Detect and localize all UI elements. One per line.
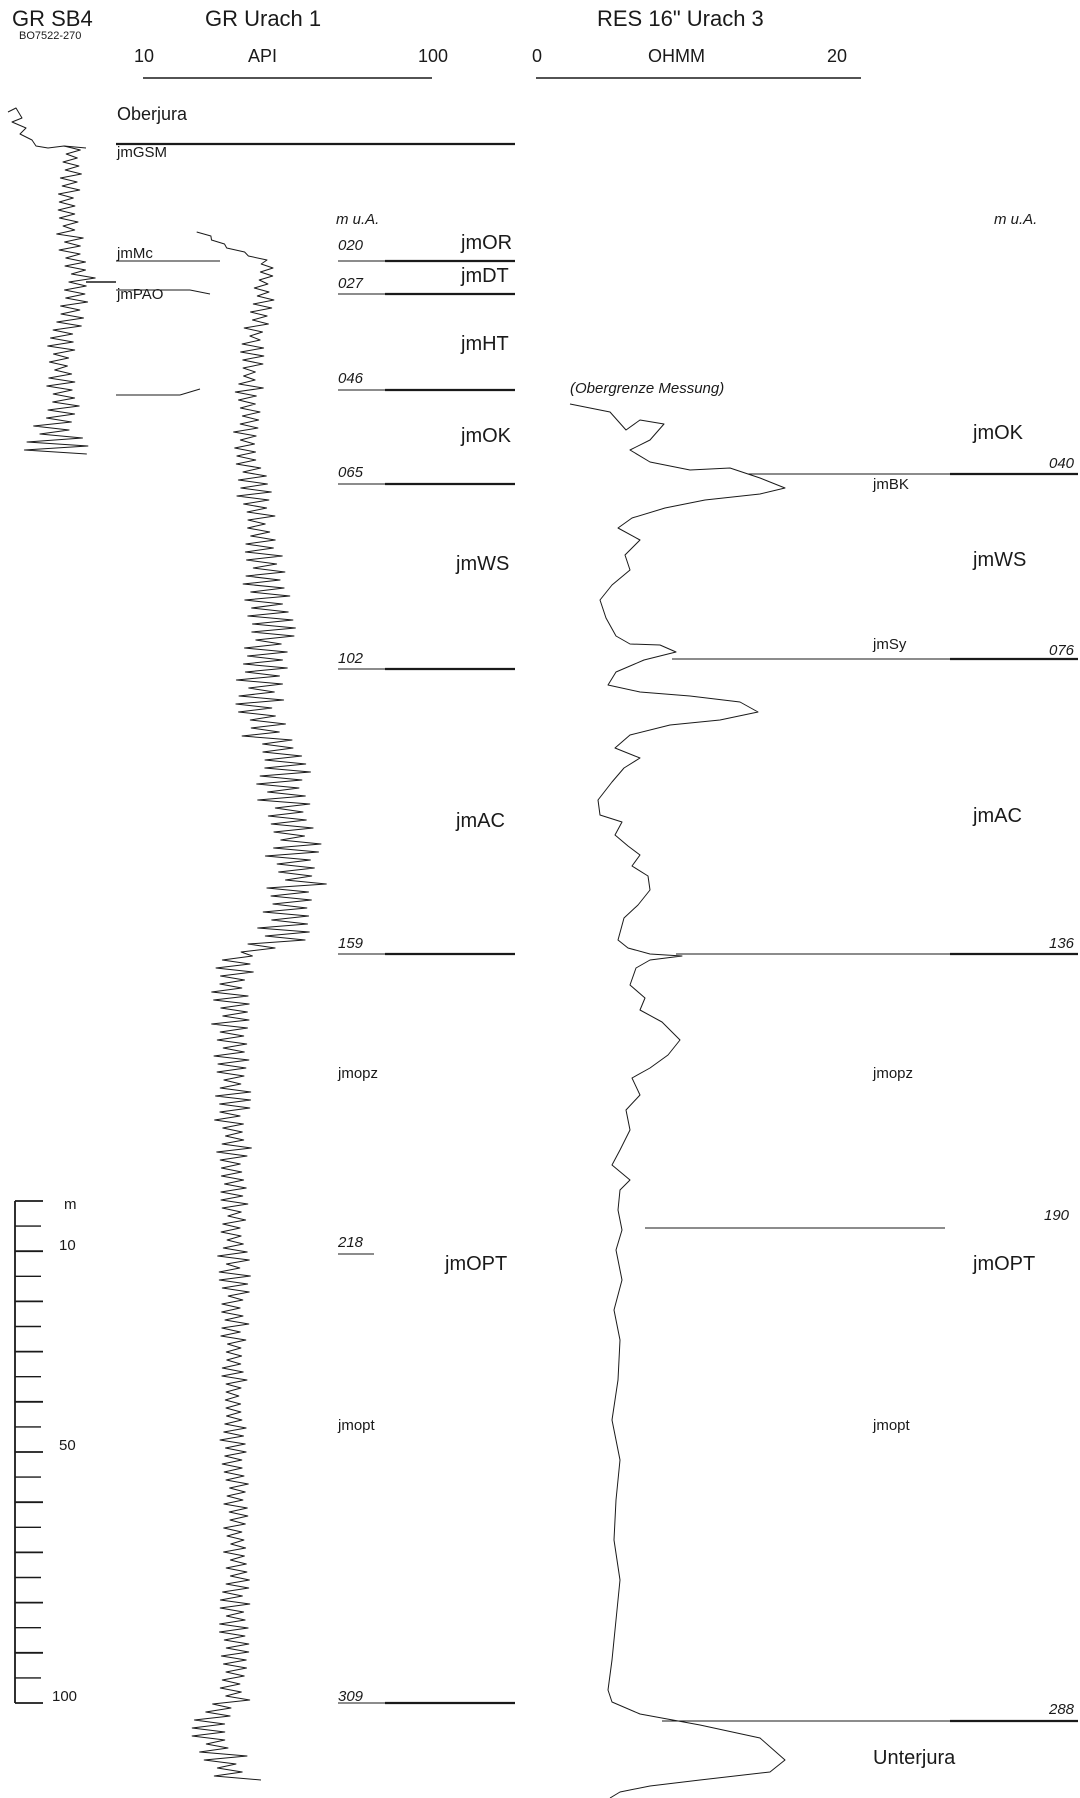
formation-left-jmok: jmOK (461, 425, 511, 447)
depth-left-218: 218 (338, 1234, 364, 1251)
scale-unit-label: m (64, 1196, 77, 1213)
depth-right-076: 076 (1049, 642, 1075, 659)
gr-axis-max: 100 (418, 46, 449, 66)
depth-right-136: 136 (1049, 935, 1075, 952)
sb4-jmpao-connector (189, 289, 211, 295)
formation-left-jmht: jmHT (461, 333, 509, 355)
depth-right-040: 040 (1049, 455, 1075, 472)
jmgsm-label: jmGSM (117, 144, 167, 161)
depth-unit-left: m u.A. (336, 211, 380, 228)
formation-left-jmws: jmWS (456, 553, 510, 575)
formation-left-jmor: jmOR (461, 232, 513, 254)
formation-right-jmopt-lower: jmopt (873, 1417, 910, 1434)
formation-left-jmac: jmAC (456, 810, 505, 832)
formation-right-jmws: jmWS (973, 549, 1027, 571)
sb4-base-connector (179, 388, 201, 396)
depth-left-309: 309 (338, 1688, 364, 1705)
res-urach3-title: RES 16" Urach 3 (597, 6, 764, 31)
formation-left-jmopt-lower: jmopt (338, 1417, 375, 1434)
oberjura-label: Oberjura (117, 104, 188, 124)
depth-left-102: 102 (338, 650, 364, 667)
depth-left-046: 046 (338, 370, 364, 387)
formation-right-jmok: jmOK (973, 422, 1023, 444)
scale-label-50: 50 (59, 1437, 76, 1454)
depth-unit-right: m u.A. (994, 211, 1038, 228)
res-urach3-curve (569, 403, 786, 1798)
depth-left-159: 159 (338, 935, 364, 952)
gr-urach1-curve (191, 231, 327, 1781)
gr-axis-min: 10 (134, 46, 155, 66)
formation-right-jmac: jmAC (973, 805, 1022, 827)
res-measurement-top-note: (Obergrenze Messung) (570, 380, 725, 397)
res-axis-max: 20 (827, 46, 848, 66)
formation-left-jmdt: jmDT (461, 265, 509, 287)
formation-left-jmopz: jmopz (338, 1065, 379, 1082)
depth-left-065: 065 (338, 464, 364, 481)
depth-right-190: 190 (1044, 1207, 1070, 1224)
scale-label-100: 100 (52, 1688, 78, 1705)
formation-right-jmopt-upper: jmOPT (973, 1253, 1036, 1275)
depth-left-020: 020 (338, 237, 364, 254)
jmmc-label: jmMc (117, 245, 153, 262)
scale-label-10: 10 (59, 1237, 76, 1254)
formation-right-jmsy: jmSy (873, 636, 907, 653)
formation-right-unterjura: Unterjura (873, 1747, 956, 1769)
formation-left-jmopt-upper: jmOPT (445, 1253, 508, 1275)
gr-axis-unit: API (248, 46, 278, 66)
formation-right-jmopz: jmopz (873, 1065, 914, 1082)
gr-sb4-subtitle: BO7522-270 (19, 30, 82, 42)
depth-right-288: 288 (1049, 1701, 1075, 1718)
res-axis-min: 0 (532, 46, 543, 66)
gr-sb4-curve (23, 145, 96, 455)
jmpao-label: jmPAO (117, 286, 164, 303)
depth-left-027: 027 (338, 275, 364, 292)
gr-sb4-curve-top (7, 107, 87, 149)
gr-sb4-title: GR SB4 (12, 6, 93, 31)
formation-right-jmbk: jmBK (873, 476, 909, 493)
gr-urach1-title: GR Urach 1 (205, 6, 322, 31)
res-axis-unit: OHMM (648, 46, 705, 66)
